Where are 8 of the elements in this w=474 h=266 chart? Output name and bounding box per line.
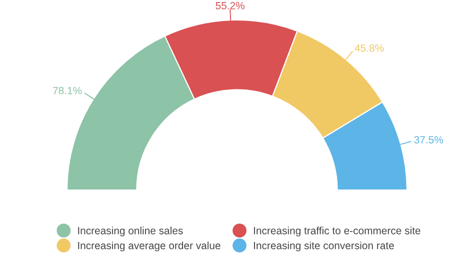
legend-label: Increasing traffic to e-commerce site — [254, 226, 420, 236]
data-label: 78.1% — [53, 86, 82, 94]
legend-label: Increasing average order value — [78, 242, 220, 252]
legend-label: Increasing site conversion rate — [254, 242, 394, 252]
legend-label: Increasing online sales — [78, 226, 183, 236]
data-label: 37.5% — [414, 136, 444, 144]
data-label: 45.8% — [354, 44, 384, 52]
data-label: 55.2% — [216, 2, 244, 10]
